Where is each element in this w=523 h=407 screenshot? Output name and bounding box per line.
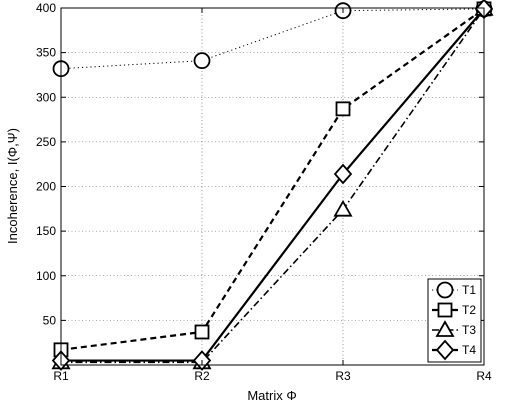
legend-marker-t3	[435, 320, 455, 337]
y-tick-label: 300	[36, 90, 56, 104]
legend-marker-t2	[437, 302, 453, 318]
y-tick-label: 200	[36, 180, 56, 194]
x-ticks: R1 R2 R3 R4	[53, 8, 492, 383]
marker-t2	[335, 101, 351, 117]
series-line-t1	[60, 8, 485, 70]
x-tick-label: R1	[53, 369, 69, 383]
x-tick-label: R3	[335, 369, 351, 383]
series-line-t4	[61, 8, 485, 362]
x-tick-label: R4	[476, 369, 492, 383]
series-line-t3	[61, 8, 485, 364]
y-tick-label: 350	[36, 46, 56, 60]
y-tick-label: 50	[43, 313, 57, 327]
marker-t3	[333, 199, 353, 217]
legend-label-t1: T1	[462, 283, 476, 297]
legend-marker-t4	[435, 339, 455, 361]
y-tick-label: 250	[36, 135, 56, 149]
legend-label-t4: T4	[462, 343, 476, 357]
x-tick-label: R2	[194, 369, 210, 383]
series-line-t2	[60, 7, 485, 351]
y-tick-label: 150	[36, 224, 56, 238]
legend-label-t2: T2	[462, 303, 476, 317]
marker-t2	[194, 324, 210, 340]
y-ticks: 50 100 150 200 250 300 350 400	[36, 1, 484, 327]
series-lines	[60, 7, 485, 364]
y-tick-label: 400	[36, 1, 56, 15]
legend-box	[427, 278, 482, 363]
legend-label-t3: T3	[462, 323, 476, 337]
series-markers	[51, 0, 494, 371]
x-axis-label: Matrix Φ	[247, 388, 296, 403]
marker-t1	[193, 52, 211, 70]
legend-marker-t1	[436, 281, 454, 299]
y-axis-label: Incoherence, I(Φ,Ψ)	[5, 128, 20, 244]
grid-lines	[61, 8, 484, 365]
y-tick-label: 100	[36, 269, 56, 283]
marker-t4	[333, 163, 353, 185]
legend: T1 T2 T3 T4	[427, 278, 482, 363]
